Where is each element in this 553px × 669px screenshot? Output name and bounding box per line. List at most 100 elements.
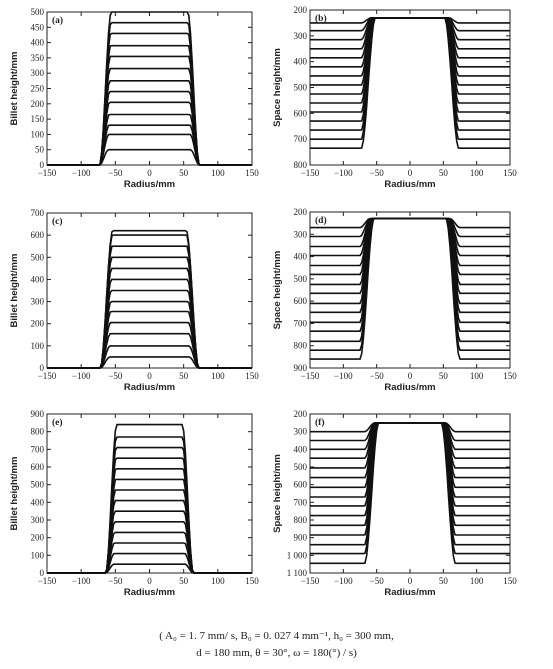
x-tick-label: 100	[470, 371, 484, 381]
profile-curve	[310, 422, 510, 469]
y-tick-label: 300	[31, 297, 45, 307]
y-tick-label: 250	[31, 84, 45, 94]
y-tick-label: 150	[31, 114, 45, 124]
profile-curve	[47, 113, 252, 166]
profile-curve	[310, 422, 510, 517]
x-axis-label: Radius/mm	[384, 587, 435, 598]
profile-curve	[47, 229, 252, 369]
profile-curve	[310, 17, 510, 59]
profile-curve	[47, 267, 252, 369]
x-tick-label: 150	[245, 576, 259, 586]
y-tick-label: 1 100	[287, 568, 308, 578]
x-tick-label: 50	[439, 576, 449, 586]
x-tick-label: 100	[470, 576, 484, 586]
y-tick-label: 200	[31, 99, 45, 109]
profile-curve	[310, 217, 510, 267]
profile-curve	[310, 17, 510, 95]
x-tick-label: −100	[72, 371, 91, 381]
y-tick-label: 400	[294, 57, 308, 67]
y-tick-label: 350	[31, 53, 45, 63]
y-tick-label: 300	[31, 68, 45, 78]
y-tick-label: 0	[40, 363, 45, 373]
x-axis-label: Radius/mm	[124, 179, 175, 190]
x-tick-label: 50	[179, 371, 189, 381]
x-tick-label: −150	[38, 371, 57, 381]
y-tick-label: 200	[31, 319, 45, 329]
caption-line-2: d = 180 mm, θ = 30°, ω = 180(°) / s)	[196, 647, 357, 659]
profile-curve	[47, 245, 252, 369]
plot-frame	[309, 413, 511, 574]
y-tick-label: 700	[294, 134, 308, 144]
x-tick-label: 50	[439, 371, 449, 381]
profile-curve	[310, 217, 510, 360]
x-tick-label: 50	[179, 168, 189, 178]
profile-curve	[47, 124, 252, 166]
profile-curve	[310, 422, 510, 451]
profile-curve	[47, 489, 252, 574]
y-axis-label: Space height/mm	[272, 48, 283, 127]
profile-curve	[47, 457, 252, 574]
profile-curve	[310, 422, 510, 498]
panel-c: −150 −100 −50 0 50 100 150 0 100 200 300 400 500 600 7…	[9, 208, 259, 393]
panel-label: (a)	[52, 15, 63, 26]
y-tick-label: 100	[31, 129, 45, 139]
profile-curve	[47, 521, 252, 574]
x-tick-label: 150	[245, 168, 259, 178]
profile-curve	[47, 55, 252, 166]
profile-curve	[47, 310, 252, 369]
profile-curve	[310, 422, 510, 555]
y-tick-label: 300	[31, 515, 45, 525]
x-tick-label: −50	[108, 168, 123, 178]
profile-curve	[310, 422, 510, 527]
profile-curve	[47, 436, 252, 574]
profile-curve	[310, 217, 510, 229]
y-tick-label: 800	[294, 341, 308, 351]
x-tick-label: −150	[301, 576, 320, 586]
x-tick-label: 100	[211, 371, 225, 381]
y-tick-label: 800	[294, 515, 308, 525]
profile-curve	[310, 17, 510, 32]
y-tick-label: 400	[294, 444, 308, 454]
x-axis-label: Radius/mm	[384, 382, 435, 393]
profile-curve	[47, 332, 252, 369]
y-tick-label: 700	[31, 208, 45, 218]
x-axis-label: Radius/mm	[124, 382, 175, 393]
profile-curve	[47, 542, 252, 574]
plot-frame	[46, 11, 253, 166]
x-tick-label: 0	[408, 371, 413, 381]
profile-curve	[310, 17, 510, 149]
profile-curve	[310, 17, 510, 122]
profile-curve	[47, 80, 252, 166]
x-tick-label: 150	[503, 371, 517, 381]
y-tick-label: 0	[40, 568, 45, 578]
profile-curve	[47, 32, 252, 166]
profile-curve	[310, 17, 510, 68]
profile-curve	[310, 422, 510, 565]
y-tick-label: 200	[294, 207, 308, 217]
panel-b: −150 −100 −50 0 50 100 150 200 300 400 500 600 700 80…	[272, 5, 517, 190]
panel-label: (c)	[52, 216, 63, 227]
profile-curve	[47, 21, 252, 166]
figure-caption: ( A₀ = 1. 7 mm/ s, B₀ = 0. 027 4 mm⁻¹, h…	[0, 628, 553, 662]
y-axis-label: Space height/mm	[272, 251, 283, 330]
y-tick-label: 600	[294, 108, 308, 118]
x-tick-label: 100	[470, 168, 484, 178]
y-tick-label: 100	[31, 550, 45, 560]
y-tick-label: 100	[31, 341, 45, 351]
x-tick-label: 0	[147, 576, 152, 586]
profile-curve	[47, 278, 252, 369]
y-tick-label: 300	[294, 229, 308, 239]
x-tick-label: 50	[439, 168, 449, 178]
y-tick-label: 700	[31, 444, 45, 454]
x-tick-label: 0	[147, 168, 152, 178]
profile-curve	[47, 44, 252, 166]
y-tick-label: 1 000	[287, 550, 308, 560]
x-tick-label: 0	[408, 168, 413, 178]
x-tick-label: −150	[38, 576, 57, 586]
y-tick-label: 600	[31, 462, 45, 472]
profile-curve	[310, 422, 510, 433]
profile-curve	[47, 478, 252, 574]
y-tick-label: 200	[294, 409, 308, 419]
x-tick-label: 50	[179, 576, 189, 586]
